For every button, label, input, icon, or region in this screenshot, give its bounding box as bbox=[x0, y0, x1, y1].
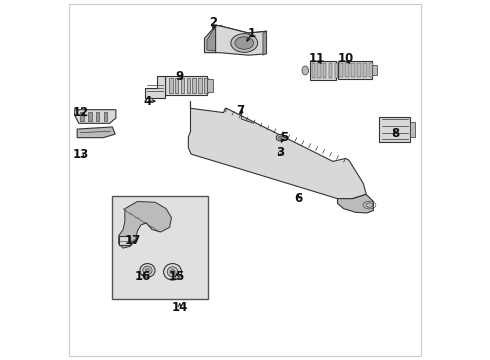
Bar bbox=[80, 112, 84, 121]
Text: 12: 12 bbox=[73, 106, 89, 119]
Bar bbox=[379, 117, 410, 142]
Bar bbox=[169, 78, 172, 93]
Bar bbox=[88, 112, 92, 121]
Bar bbox=[329, 63, 332, 78]
Bar bbox=[166, 76, 207, 95]
Bar bbox=[345, 63, 349, 77]
Bar bbox=[204, 78, 208, 93]
Bar bbox=[351, 63, 355, 77]
Bar bbox=[369, 63, 373, 77]
Bar bbox=[207, 79, 213, 92]
Bar bbox=[323, 63, 326, 78]
Bar bbox=[193, 78, 196, 93]
Text: 1: 1 bbox=[247, 27, 255, 40]
Text: 5: 5 bbox=[280, 131, 288, 144]
Text: 17: 17 bbox=[125, 234, 141, 247]
Bar bbox=[112, 196, 208, 299]
Text: 2: 2 bbox=[209, 16, 218, 29]
Text: 15: 15 bbox=[169, 270, 185, 283]
Polygon shape bbox=[204, 26, 222, 53]
Bar bbox=[119, 236, 130, 245]
Bar bbox=[312, 63, 315, 78]
Bar bbox=[310, 60, 337, 80]
Polygon shape bbox=[216, 26, 267, 55]
Ellipse shape bbox=[143, 266, 152, 275]
Ellipse shape bbox=[167, 267, 178, 277]
Bar bbox=[198, 78, 202, 93]
Ellipse shape bbox=[170, 270, 175, 274]
Polygon shape bbox=[77, 127, 115, 138]
Text: 4: 4 bbox=[144, 95, 151, 108]
Polygon shape bbox=[263, 31, 267, 55]
Bar bbox=[104, 112, 107, 121]
Bar bbox=[338, 61, 371, 79]
Bar bbox=[318, 63, 320, 78]
Bar bbox=[181, 78, 184, 93]
Bar bbox=[187, 78, 190, 93]
Polygon shape bbox=[188, 101, 366, 199]
Bar bbox=[363, 63, 367, 77]
Ellipse shape bbox=[302, 66, 309, 75]
Bar bbox=[339, 63, 343, 77]
Bar bbox=[357, 63, 361, 77]
Bar bbox=[335, 63, 338, 78]
Text: 8: 8 bbox=[391, 127, 399, 140]
Text: 6: 6 bbox=[294, 192, 302, 205]
Bar bbox=[410, 122, 416, 137]
Text: 7: 7 bbox=[237, 104, 245, 117]
Polygon shape bbox=[338, 194, 373, 213]
Ellipse shape bbox=[231, 34, 258, 52]
Text: 14: 14 bbox=[172, 301, 188, 314]
Bar bbox=[371, 64, 377, 75]
Ellipse shape bbox=[140, 264, 155, 277]
Polygon shape bbox=[207, 30, 220, 51]
Ellipse shape bbox=[235, 37, 254, 49]
Text: 9: 9 bbox=[175, 69, 184, 82]
Ellipse shape bbox=[146, 269, 149, 272]
Text: 13: 13 bbox=[73, 148, 89, 161]
Polygon shape bbox=[119, 202, 172, 248]
Bar bbox=[96, 112, 99, 121]
Text: 3: 3 bbox=[276, 145, 284, 158]
Polygon shape bbox=[145, 76, 166, 98]
Bar bbox=[175, 78, 178, 93]
Text: 16: 16 bbox=[135, 270, 151, 283]
Ellipse shape bbox=[164, 264, 181, 280]
Polygon shape bbox=[74, 110, 116, 123]
Ellipse shape bbox=[276, 134, 284, 141]
Text: 10: 10 bbox=[337, 52, 354, 65]
Text: 11: 11 bbox=[309, 52, 325, 65]
Ellipse shape bbox=[278, 136, 282, 139]
